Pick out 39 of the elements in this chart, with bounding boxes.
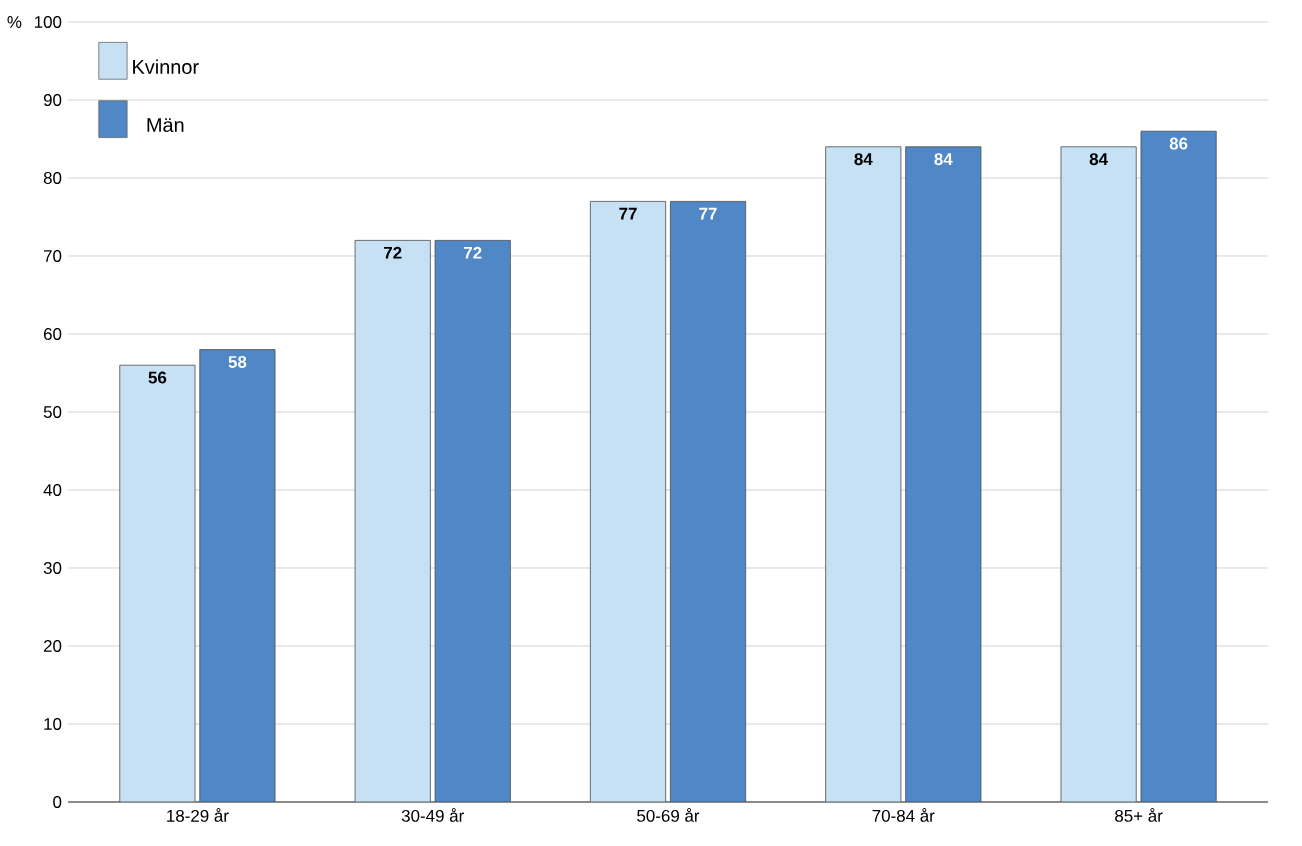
bar <box>1060 146 1137 802</box>
data-label: 72 <box>384 246 402 259</box>
data-label: 84 <box>934 153 953 166</box>
y-axis-title: % <box>7 16 22 28</box>
x-tick-label: 50-69 år <box>637 808 700 822</box>
data-label: 86 <box>1169 137 1188 150</box>
y-tick-label: 100 <box>34 16 62 28</box>
bar <box>589 200 667 802</box>
bar <box>119 364 196 802</box>
y-tick-label: 50 <box>43 406 62 418</box>
legend-label: Män <box>147 118 184 133</box>
bar <box>825 146 902 802</box>
x-tick-label: 30-49 år <box>401 808 464 822</box>
x-tick-label: 85+ år <box>1115 808 1163 822</box>
x-tick-label: 18-29 år <box>167 808 229 822</box>
y-tick-label: 10 <box>44 718 62 730</box>
data-label: 58 <box>228 355 247 368</box>
y-tick-label: 30 <box>43 562 62 574</box>
data-label: 84 <box>854 153 873 166</box>
y-tick-label: 0 <box>53 796 62 808</box>
y-tick-label: 20 <box>43 640 62 652</box>
data-label: 56 <box>148 371 167 384</box>
x-tick-label: 70-84 år <box>872 808 935 822</box>
bar <box>354 239 431 802</box>
data-label: 77 <box>699 207 717 220</box>
bar <box>1140 130 1217 802</box>
data-label: 77 <box>619 207 637 220</box>
data-label: 72 <box>464 246 482 259</box>
y-tick-label: 40 <box>43 484 62 496</box>
bar <box>434 239 511 802</box>
y-tick-label: 80 <box>43 172 62 184</box>
y-tick-label: 90 <box>43 94 62 106</box>
bar <box>905 146 982 802</box>
bar <box>669 200 747 802</box>
bar <box>199 349 276 802</box>
legend-label: Kvinnor <box>133 59 199 75</box>
y-tick-label: 70 <box>43 250 62 262</box>
data-label: 84 <box>1089 153 1108 166</box>
y-tick-label: 60 <box>43 328 62 340</box>
